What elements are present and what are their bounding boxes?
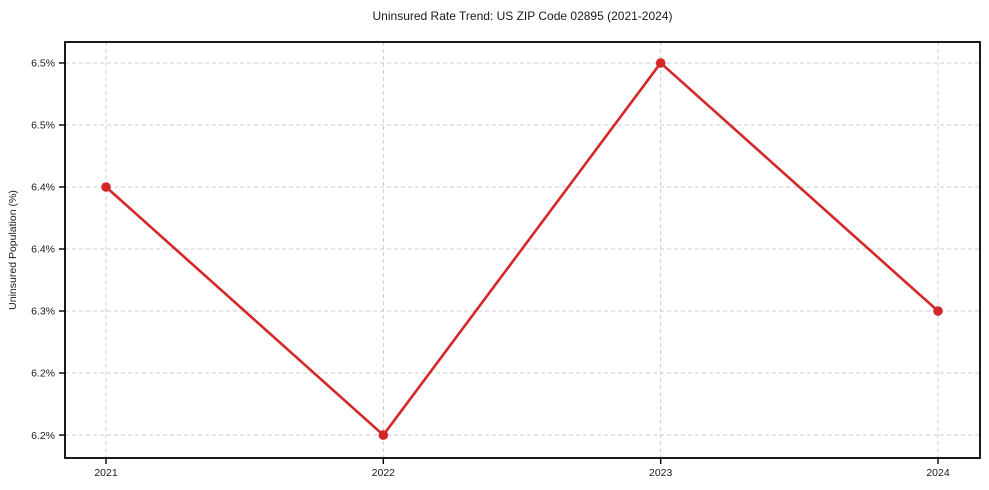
trend-line [104, 61, 940, 437]
x-tick-label: 2021 [94, 467, 118, 479]
y-tick-label: 6.4% [31, 244, 55, 256]
data-point-2023 [655, 58, 666, 68]
y-tick-label: 6.3% [31, 306, 55, 318]
plot-border [64, 41, 981, 459]
data-point-2024 [933, 306, 943, 316]
x-tick-label: 2022 [372, 467, 396, 479]
y-tick-label: 6.4% [31, 182, 55, 194]
data-point-2022 [378, 430, 389, 440]
y-tick-label: 6.5% [31, 58, 55, 70]
y-tick-label: 6.2% [31, 430, 55, 442]
y-tick-label: 6.2% [31, 368, 55, 380]
x-tick-label: 2024 [926, 467, 950, 479]
x-tick-label: 2023 [649, 467, 673, 479]
data-point-2021 [101, 182, 111, 192]
chart-title: Uninsured Rate Trend: US ZIP Code 02895 … [372, 9, 673, 23]
y-tick-label: 6.5% [31, 120, 55, 132]
